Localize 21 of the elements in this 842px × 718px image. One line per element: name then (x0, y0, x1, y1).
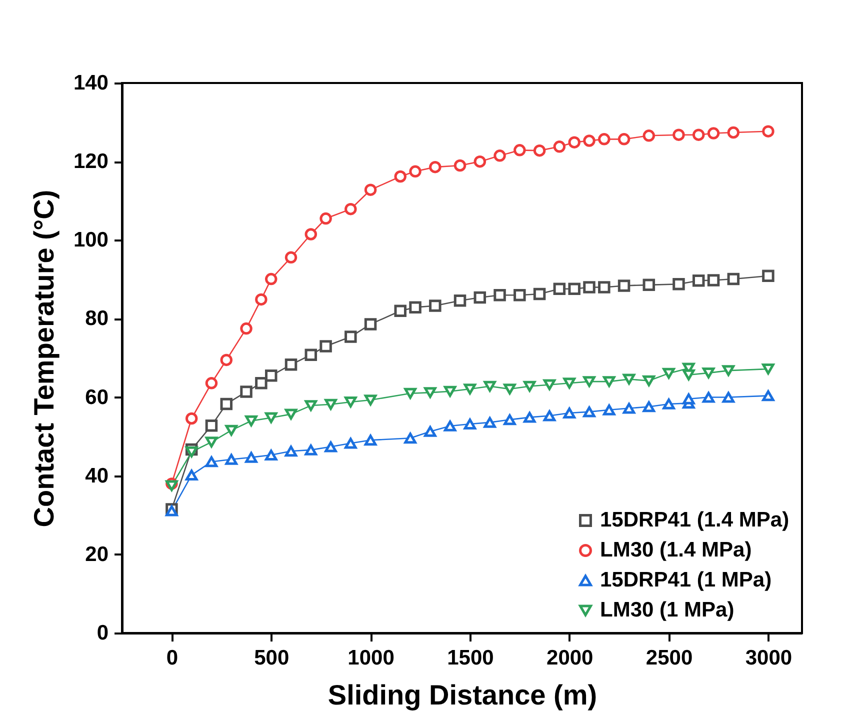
y-tick-label: 0 (96, 622, 108, 644)
y-axis-title: Contact Temperature (°C) (28, 190, 60, 528)
x-tick-label: 3000 (745, 646, 792, 670)
x-tick-label: 0 (166, 646, 178, 670)
y-tick-label: 120 (73, 150, 108, 174)
legend-label: LM30 (1 MPa) (600, 598, 734, 622)
y-tick-label: 20 (85, 542, 108, 566)
legend-label: 15DRP41 (1 MPa) (600, 568, 772, 592)
x-tick-label: 1500 (447, 646, 494, 670)
x-tick-label: 2500 (646, 646, 693, 670)
y-tick-label: 40 (85, 464, 108, 488)
y-tick-label: 80 (85, 307, 108, 330)
y-tick-label: 100 (73, 228, 108, 252)
legend-label: 15DRP41 (1.4 MPa) (600, 508, 790, 532)
x-axis-title: Sliding Distance (m) (328, 680, 598, 710)
legend-label: LM30 (1.4 MPa) (600, 538, 752, 562)
x-tick-label: 2000 (546, 646, 594, 670)
x-tick-label: 1000 (348, 646, 394, 670)
x-tick-label: 500 (254, 646, 290, 670)
y-tick-label: 60 (85, 386, 108, 409)
y-tick-label: 140 (73, 72, 108, 94)
